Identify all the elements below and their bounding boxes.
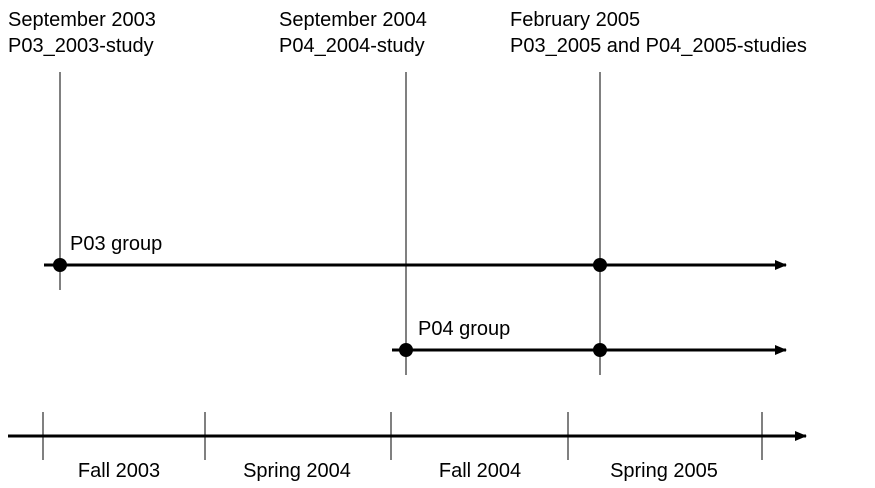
- group-label: P04 group: [418, 318, 510, 340]
- group-dot: [399, 343, 413, 357]
- semester-label: Spring 2005: [610, 460, 718, 482]
- semester-label: Fall 2004: [439, 460, 521, 482]
- milestone-date: September 2004: [279, 9, 427, 31]
- group-label: P03 group: [70, 233, 162, 255]
- group-dot: [593, 258, 607, 272]
- milestone-study: P04_2004-study: [279, 35, 425, 57]
- milestone-study: P03_2005 and P04_2005-studies: [510, 35, 807, 57]
- semester-label: Spring 2004: [243, 460, 351, 482]
- semester-label: Fall 2003: [78, 460, 160, 482]
- milestone-study: P03_2003-study: [8, 35, 154, 57]
- milestone-date: February 2005: [510, 9, 640, 31]
- milestone-date: September 2003: [8, 9, 156, 31]
- group-dot: [53, 258, 67, 272]
- group-dot: [593, 343, 607, 357]
